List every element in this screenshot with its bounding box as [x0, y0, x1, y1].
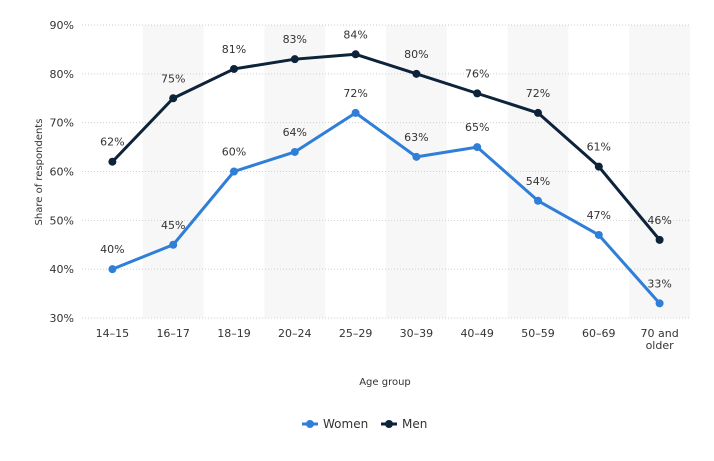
legend-marker-men[interactable] — [385, 420, 393, 428]
data-label-women: 65% — [465, 121, 489, 134]
x-tick-label: 50–59 — [521, 327, 555, 340]
x-tick-label-line: 16–17 — [156, 327, 190, 340]
data-label-women: 45% — [161, 219, 185, 232]
data-label-women: 47% — [587, 209, 611, 222]
data-label-men: 84% — [343, 28, 367, 41]
data-label-women: 60% — [222, 146, 246, 159]
data-label-men: 46% — [647, 214, 671, 227]
data-point-men — [290, 55, 299, 64]
data-label-men: 83% — [283, 33, 307, 46]
data-point-women — [351, 108, 360, 117]
data-point-men — [594, 162, 603, 171]
y-axis-ticks: 30% 40% 50% 60% 70% 80% 90% — [50, 19, 74, 325]
data-label-women: 33% — [647, 277, 671, 290]
data-point-men — [655, 235, 664, 244]
x-tick-label: 16–17 — [156, 327, 190, 340]
data-point-women — [655, 299, 664, 308]
x-axis-ticks: 14–15 16–17 18–19 20–24 25–29 30–39 40–49 50–59… — [96, 327, 679, 352]
x-tick-label-line: 20–24 — [278, 327, 312, 340]
data-label-men: 76% — [465, 67, 489, 80]
data-label-women: 54% — [526, 175, 550, 188]
data-point-men — [108, 157, 117, 166]
series-line-women — [111, 111, 661, 305]
x-tick-label: 70 and older — [640, 327, 678, 352]
x-tick-label: 40–49 — [460, 327, 494, 340]
data-point-women — [169, 240, 178, 249]
data-label-women: 64% — [283, 126, 307, 139]
data-labels: 40% 45% 60% 64% 72% 63% 65% 54% 47% 33% 62% 75% 81% 8… — [100, 28, 672, 290]
x-tick-label-line: 70 and — [640, 327, 678, 340]
y-axis-title: Share of respondents — [34, 119, 45, 226]
y-tick-label: 80% — [50, 68, 74, 81]
x-tick-label-line: 14–15 — [96, 327, 130, 340]
data-point-men — [473, 89, 482, 98]
legend-item-women[interactable]: Women — [323, 417, 368, 431]
x-tick-label-line: 60–69 — [582, 327, 616, 340]
data-point-men — [169, 94, 178, 103]
data-point-women — [534, 196, 542, 205]
x-tick-label-line: 30–39 — [400, 327, 434, 340]
series-line-men — [111, 52, 661, 241]
data-label-men: 81% — [222, 43, 246, 56]
y-tick-label: 40% — [50, 263, 74, 276]
data-label-men: 61% — [587, 141, 611, 154]
data-point-men — [230, 64, 238, 73]
gridlines — [82, 24, 690, 319]
x-tick-label-line: 50–59 — [521, 327, 555, 340]
data-label-men: 75% — [161, 72, 185, 85]
data-point-men — [534, 108, 542, 117]
column-band — [629, 25, 690, 318]
x-tick-label: 20–24 — [278, 327, 312, 340]
column-band — [386, 25, 447, 318]
data-label-women: 40% — [100, 243, 124, 256]
y-tick-label: 50% — [50, 214, 74, 227]
data-point-women — [412, 152, 421, 161]
data-point-women — [290, 147, 299, 156]
y-tick-label: 60% — [50, 166, 74, 179]
data-point-women — [594, 230, 603, 239]
data-point-women — [473, 143, 482, 152]
x-tick-label-line: 18–19 — [217, 327, 251, 340]
data-label-men: 62% — [100, 136, 124, 149]
series-lines — [111, 52, 661, 305]
x-tick-label: 18–19 — [217, 327, 251, 340]
x-tick-label-line: older — [646, 339, 675, 352]
x-tick-label-line: 40–49 — [460, 327, 494, 340]
data-label-women: 72% — [343, 87, 367, 100]
x-tick-label: 14–15 — [96, 327, 130, 340]
x-tick-label-line: 25–29 — [339, 327, 373, 340]
x-axis-title: Age group — [359, 377, 411, 388]
data-point-men — [351, 50, 360, 59]
data-label-women: 63% — [404, 131, 428, 144]
data-point-women — [108, 265, 117, 274]
y-tick-label: 70% — [50, 117, 74, 130]
legend-item-men[interactable]: Men — [402, 417, 427, 431]
y-tick-label: 90% — [50, 19, 74, 32]
data-label-men: 72% — [526, 87, 550, 100]
x-tick-label: 25–29 — [339, 327, 373, 340]
series-points — [108, 50, 664, 308]
data-label-men: 80% — [404, 48, 428, 61]
legend-marker-women[interactable] — [306, 420, 314, 428]
data-point-men — [412, 69, 421, 78]
y-tick-label: 30% — [50, 312, 74, 325]
legend: Women Men — [302, 417, 427, 431]
x-tick-label: 30–39 — [400, 327, 434, 340]
x-tick-label: 60–69 — [582, 327, 616, 340]
data-point-women — [230, 167, 238, 176]
